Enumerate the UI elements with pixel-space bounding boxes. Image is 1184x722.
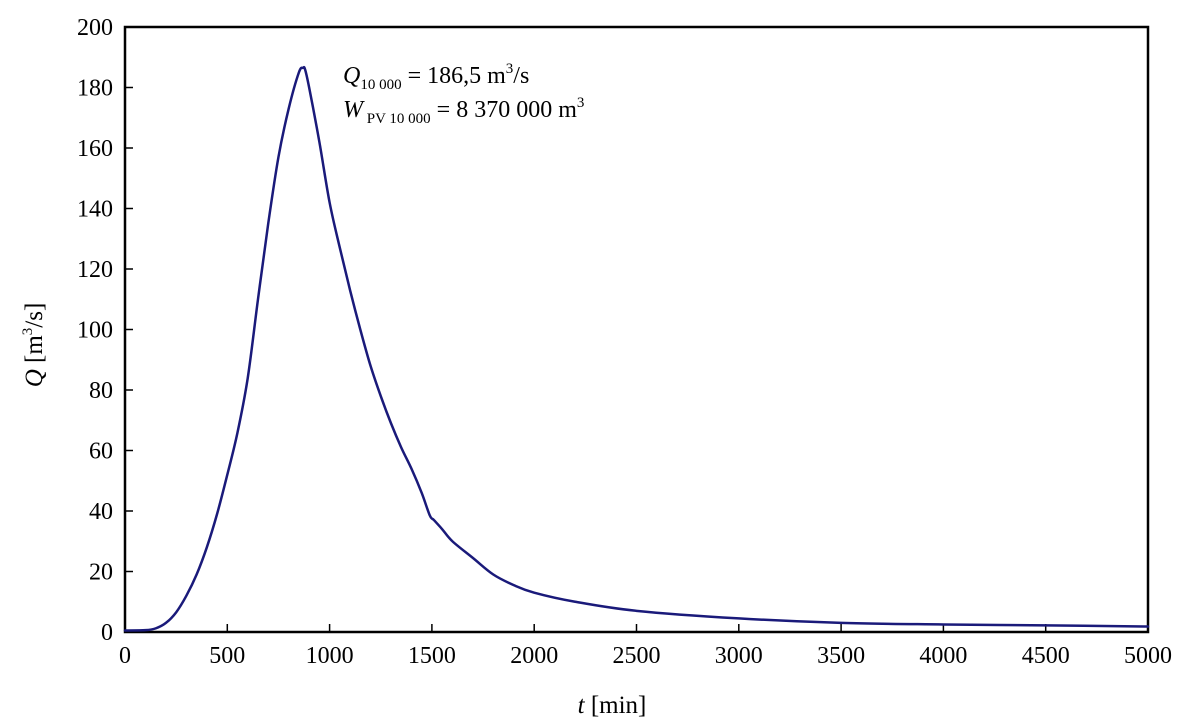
y-tick-label: 200 xyxy=(77,15,113,41)
annotation-peak-text-b: /s xyxy=(513,63,529,89)
x-tick-label: 4500 xyxy=(1022,643,1070,669)
x-tick-label: 3500 xyxy=(817,643,865,669)
annotation-volume-sub: PV 10 000 xyxy=(363,111,431,127)
y-tick-label: 20 xyxy=(89,560,113,586)
y-tick-label: 60 xyxy=(89,439,113,465)
x-tick-label: 2000 xyxy=(510,643,558,669)
plot-area xyxy=(123,25,1150,634)
y-tick-label: 40 xyxy=(89,499,113,525)
y-axis-label: Q [m3/s] xyxy=(20,303,48,388)
y-tick-label: 100 xyxy=(77,318,113,344)
x-axis-label-var: t xyxy=(578,692,586,719)
annotation-volume-var: W xyxy=(343,97,365,123)
y-tick-label: 0 xyxy=(101,620,113,646)
y-axis-label-unit-sup: 3 xyxy=(20,328,36,336)
plot-frame xyxy=(123,25,1150,634)
x-tick-label: 5000 xyxy=(1124,643,1172,669)
discharge-line xyxy=(123,65,1150,632)
y-tick-label: 160 xyxy=(77,136,113,162)
x-tick-label: 500 xyxy=(209,643,245,669)
annotation-peak-sub: 10 000 xyxy=(360,77,401,93)
annotation-peak-var: Q xyxy=(343,63,360,89)
y-axis: 0 20 40 60 80 100 120 140 160 180 200 xyxy=(77,15,133,646)
x-tick-label: 2500 xyxy=(613,643,661,669)
y-tick-label: 180 xyxy=(77,76,113,102)
y-tick-label: 80 xyxy=(89,378,113,404)
x-axis-label: t [min] xyxy=(578,692,647,719)
y-tick-label: 120 xyxy=(77,257,113,283)
x-tick-label: 3000 xyxy=(715,643,763,669)
x-tick-label: 4000 xyxy=(919,643,967,669)
y-axis-label-unit-a: [m xyxy=(21,335,48,370)
y-axis-label-var: Q xyxy=(21,369,48,387)
y-axis-label-unit-b: /s] xyxy=(21,303,48,328)
annotation-volume-text-a: = 8 370 000 m xyxy=(431,97,578,123)
x-tick-label: 1000 xyxy=(306,643,354,669)
x-tick-label: 1500 xyxy=(408,643,456,669)
x-tick-label: 0 xyxy=(119,643,131,669)
x-axis: 0 500 1000 1500 2000 2500 3000 3500 4000 4500 5000 xyxy=(119,624,1172,669)
annotation-volume-sup: 3 xyxy=(577,95,585,111)
annotation-volume: W PV 10 000 = 8 370 000 m3 xyxy=(343,95,584,127)
annotation-peak-text-a: = 186,5 m xyxy=(402,63,507,89)
y-tick-label: 140 xyxy=(77,197,113,223)
annotation-peak-sup: 3 xyxy=(506,61,514,77)
annotation-peak-discharge: Q10 000 = 186,5 m3/s xyxy=(343,61,529,93)
x-axis-label-unit: [min] xyxy=(585,692,647,719)
